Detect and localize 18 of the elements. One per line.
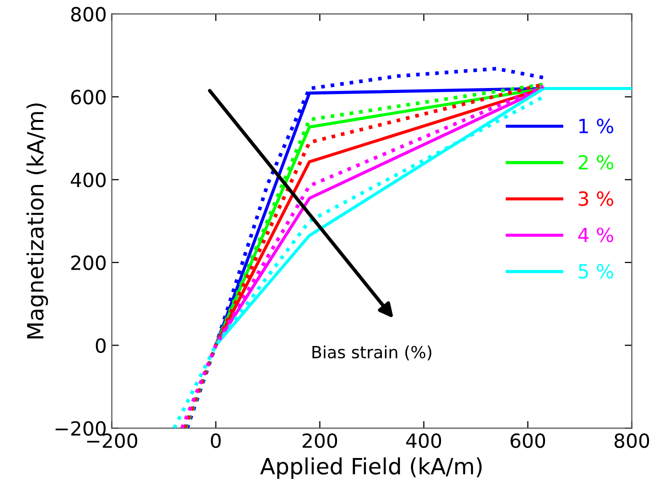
legend-label: 5 % xyxy=(578,264,614,279)
x-tick-label: 800 xyxy=(614,433,650,448)
x-tick-label: 400 xyxy=(406,433,442,448)
y-tick-label: 800 xyxy=(71,6,106,22)
y-tick-label: 400 xyxy=(70,172,106,188)
legend-label: 3 % xyxy=(578,191,614,206)
y-axis-title: Magnetization (kA/m) xyxy=(26,103,48,338)
x-tick-label: 200 xyxy=(302,433,338,448)
legend-label: 2 % xyxy=(578,154,614,170)
y-tick-label: 200 xyxy=(71,255,106,270)
x-axis-title: Applied Field (kA/m) xyxy=(260,457,482,479)
legend-label: 4 % xyxy=(578,228,614,242)
x-tick-label: 0 xyxy=(210,433,221,448)
x-tick-label: 600 xyxy=(510,433,546,448)
annotation: Bias strain (%) xyxy=(312,346,432,360)
legend-label: 1 % xyxy=(579,118,614,134)
y-tick-label: 0 xyxy=(96,338,106,353)
y-tick-label: 600 xyxy=(71,90,106,104)
